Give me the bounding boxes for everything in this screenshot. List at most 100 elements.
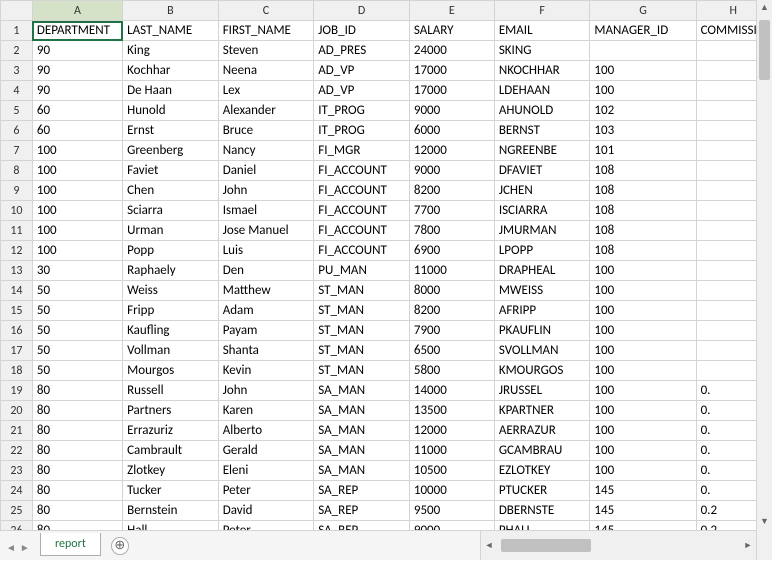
- cell-F7[interactable]: NGREENBE: [494, 141, 590, 161]
- col-header-C[interactable]: C: [218, 1, 314, 21]
- cell-G14[interactable]: 100: [590, 281, 696, 301]
- cell-A22[interactable]: 80: [32, 441, 122, 461]
- cell-D16[interactable]: ST_MAN: [314, 321, 410, 341]
- cell-G10[interactable]: 108: [590, 201, 696, 221]
- cell-F16[interactable]: PKAUFLIN: [494, 321, 590, 341]
- cell-D20[interactable]: SA_MAN: [314, 401, 410, 421]
- cell-E6[interactable]: 6000: [409, 121, 494, 141]
- cell-D3[interactable]: AD_VP: [314, 61, 410, 81]
- cell-D21[interactable]: SA_MAN: [314, 421, 410, 441]
- cell-B26[interactable]: Hall: [123, 521, 219, 531]
- cell-D2[interactable]: AD_PRES: [314, 41, 410, 61]
- cell-G5[interactable]: 102: [590, 101, 696, 121]
- row-header-16[interactable]: 16: [1, 321, 33, 341]
- cell-C2[interactable]: Steven: [218, 41, 314, 61]
- cell-E13[interactable]: 11000: [409, 261, 494, 281]
- cell-B20[interactable]: Partners: [123, 401, 219, 421]
- sheet-tab-report[interactable]: report: [40, 533, 101, 556]
- row-header-20[interactable]: 20: [1, 401, 33, 421]
- cell-D13[interactable]: PU_MAN: [314, 261, 410, 281]
- scroll-down-arrow[interactable]: ▼: [757, 514, 772, 530]
- cell-E5[interactable]: 9000: [409, 101, 494, 121]
- cell-G22[interactable]: 100: [590, 441, 696, 461]
- cell-A7[interactable]: 100: [32, 141, 122, 161]
- cell-F26[interactable]: PHALL: [494, 521, 590, 531]
- cell-C4[interactable]: Lex: [218, 81, 314, 101]
- cell-F19[interactable]: JRUSSEL: [494, 381, 590, 401]
- cell-A12[interactable]: 100: [32, 241, 122, 261]
- cell-A25[interactable]: 80: [32, 501, 122, 521]
- cell-D11[interactable]: FI_ACCOUNT: [314, 221, 410, 241]
- col-header-F[interactable]: F: [494, 1, 590, 21]
- cell-B23[interactable]: Zlotkey: [123, 461, 219, 481]
- row-header-19[interactable]: 19: [1, 381, 33, 401]
- scroll-right-arrow[interactable]: ►: [740, 531, 756, 560]
- cell-B19[interactable]: Russell: [123, 381, 219, 401]
- cell-B5[interactable]: Hunold: [123, 101, 219, 121]
- cell-G24[interactable]: 145: [590, 481, 696, 501]
- cell-E3[interactable]: 17000: [409, 61, 494, 81]
- cell-G19[interactable]: 100: [590, 381, 696, 401]
- cell-F8[interactable]: DFAVIET: [494, 161, 590, 181]
- spreadsheet-grid[interactable]: ABCDEFGH1DEPARTMENTLAST_NAMEFIRST_NAMEJO…: [0, 0, 772, 530]
- row-header-4[interactable]: 4: [1, 81, 33, 101]
- cell-B12[interactable]: Popp: [123, 241, 219, 261]
- cell-E12[interactable]: 6900: [409, 241, 494, 261]
- cell-A18[interactable]: 50: [32, 361, 122, 381]
- cell-C20[interactable]: Karen: [218, 401, 314, 421]
- cell-F22[interactable]: GCAMBRAU: [494, 441, 590, 461]
- cell-F1[interactable]: EMAIL: [494, 21, 590, 41]
- cell-F20[interactable]: KPARTNER: [494, 401, 590, 421]
- cell-D5[interactable]: IT_PROG: [314, 101, 410, 121]
- cell-G9[interactable]: 108: [590, 181, 696, 201]
- cell-D25[interactable]: SA_REP: [314, 501, 410, 521]
- cell-F4[interactable]: LDEHAAN: [494, 81, 590, 101]
- cell-A5[interactable]: 60: [32, 101, 122, 121]
- cell-F24[interactable]: PTUCKER: [494, 481, 590, 501]
- cell-F6[interactable]: BERNST: [494, 121, 590, 141]
- cell-D15[interactable]: ST_MAN: [314, 301, 410, 321]
- cell-A26[interactable]: 80: [32, 521, 122, 531]
- cell-D6[interactable]: IT_PROG: [314, 121, 410, 141]
- cell-F11[interactable]: JMURMAN: [494, 221, 590, 241]
- cell-D9[interactable]: FI_ACCOUNT: [314, 181, 410, 201]
- cell-C26[interactable]: Peter: [218, 521, 314, 531]
- cell-F15[interactable]: AFRIPP: [494, 301, 590, 321]
- cell-E25[interactable]: 9500: [409, 501, 494, 521]
- cell-A14[interactable]: 50: [32, 281, 122, 301]
- row-header-6[interactable]: 6: [1, 121, 33, 141]
- cell-B18[interactable]: Mourgos: [123, 361, 219, 381]
- cell-C13[interactable]: Den: [218, 261, 314, 281]
- cell-B11[interactable]: Urman: [123, 221, 219, 241]
- scroll-left-arrow[interactable]: ◄: [481, 531, 497, 560]
- cell-G18[interactable]: 100: [590, 361, 696, 381]
- cell-F2[interactable]: SKING: [494, 41, 590, 61]
- cell-E18[interactable]: 5800: [409, 361, 494, 381]
- cell-F17[interactable]: SVOLLMAN: [494, 341, 590, 361]
- cell-D4[interactable]: AD_VP: [314, 81, 410, 101]
- cell-G25[interactable]: 145: [590, 501, 696, 521]
- cell-E7[interactable]: 12000: [409, 141, 494, 161]
- cell-A9[interactable]: 100: [32, 181, 122, 201]
- cell-G17[interactable]: 100: [590, 341, 696, 361]
- cell-A11[interactable]: 100: [32, 221, 122, 241]
- cell-E10[interactable]: 7700: [409, 201, 494, 221]
- cell-G3[interactable]: 100: [590, 61, 696, 81]
- cell-E4[interactable]: 17000: [409, 81, 494, 101]
- cell-B8[interactable]: Faviet: [123, 161, 219, 181]
- cell-C19[interactable]: John: [218, 381, 314, 401]
- cell-E20[interactable]: 13500: [409, 401, 494, 421]
- cell-G7[interactable]: 101: [590, 141, 696, 161]
- cell-C11[interactable]: Jose Manuel: [218, 221, 314, 241]
- cell-D7[interactable]: FI_MGR: [314, 141, 410, 161]
- cell-B16[interactable]: Kaufling: [123, 321, 219, 341]
- cell-C17[interactable]: Shanta: [218, 341, 314, 361]
- row-header-9[interactable]: 9: [1, 181, 33, 201]
- cell-A16[interactable]: 50: [32, 321, 122, 341]
- cell-C1[interactable]: FIRST_NAME: [218, 21, 314, 41]
- row-header-13[interactable]: 13: [1, 261, 33, 281]
- vertical-scroll-thumb[interactable]: [759, 20, 770, 80]
- cell-E9[interactable]: 8200: [409, 181, 494, 201]
- cell-C18[interactable]: Kevin: [218, 361, 314, 381]
- cell-C15[interactable]: Adam: [218, 301, 314, 321]
